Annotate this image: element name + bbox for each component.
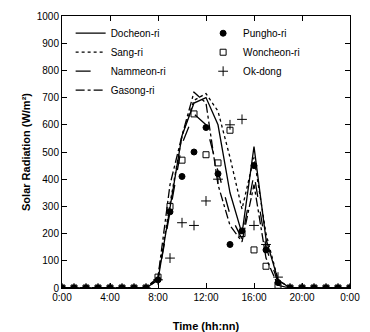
svg-text:0:00: 0:00 <box>340 292 360 303</box>
svg-text:Woncheon-ri: Woncheon-ri <box>243 47 300 58</box>
svg-text:20:00: 20:00 <box>289 292 314 303</box>
svg-text:900: 900 <box>42 38 59 49</box>
svg-text:4:00: 4:00 <box>100 292 120 303</box>
svg-text:0:00: 0:00 <box>52 292 72 303</box>
svg-text:100: 100 <box>42 255 59 266</box>
svg-text:400: 400 <box>42 174 59 185</box>
svg-text:500: 500 <box>42 147 59 158</box>
svg-text:Time (hh:nn): Time (hh:nn) <box>173 320 240 332</box>
svg-text:Docheon-ri: Docheon-ri <box>111 28 160 39</box>
svg-text:12:00: 12:00 <box>193 292 218 303</box>
svg-text:8:00: 8:00 <box>148 292 168 303</box>
svg-text:Ok-dong: Ok-dong <box>243 66 281 77</box>
svg-text:300: 300 <box>42 201 59 212</box>
svg-text:600: 600 <box>42 119 59 130</box>
svg-text:800: 800 <box>42 65 59 76</box>
svg-text:200: 200 <box>42 228 59 239</box>
svg-text:Nammeon-ri: Nammeon-ri <box>111 66 166 77</box>
svg-text:Sang-ri: Sang-ri <box>111 47 143 58</box>
svg-text:Gasong-ri: Gasong-ri <box>111 85 155 96</box>
svg-text:0: 0 <box>53 283 59 294</box>
svg-text:Solar Radiation (W/m²): Solar Radiation (W/m²) <box>20 93 32 211</box>
svg-text:Pungho-ri: Pungho-ri <box>243 28 286 39</box>
svg-text:700: 700 <box>42 92 59 103</box>
svg-text:1000: 1000 <box>37 11 60 22</box>
svg-text:16:00: 16:00 <box>241 292 266 303</box>
